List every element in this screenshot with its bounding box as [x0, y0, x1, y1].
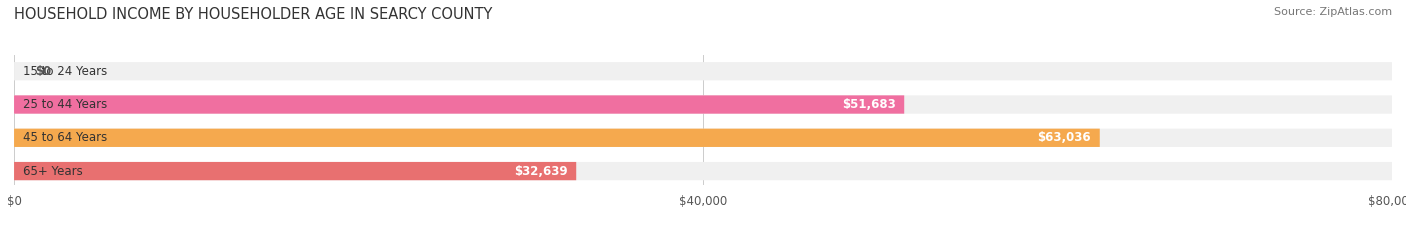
Text: $51,683: $51,683 — [842, 98, 896, 111]
Text: 45 to 64 Years: 45 to 64 Years — [22, 131, 107, 144]
FancyBboxPatch shape — [14, 95, 904, 114]
FancyBboxPatch shape — [14, 62, 1392, 80]
Text: $0: $0 — [35, 65, 51, 78]
Text: 65+ Years: 65+ Years — [22, 164, 83, 178]
Text: Source: ZipAtlas.com: Source: ZipAtlas.com — [1274, 7, 1392, 17]
FancyBboxPatch shape — [14, 129, 1392, 147]
Text: $32,639: $32,639 — [515, 164, 568, 178]
FancyBboxPatch shape — [14, 162, 576, 180]
Text: HOUSEHOLD INCOME BY HOUSEHOLDER AGE IN SEARCY COUNTY: HOUSEHOLD INCOME BY HOUSEHOLDER AGE IN S… — [14, 7, 492, 22]
Text: 15 to 24 Years: 15 to 24 Years — [22, 65, 107, 78]
Text: 25 to 44 Years: 25 to 44 Years — [22, 98, 107, 111]
Text: $63,036: $63,036 — [1038, 131, 1091, 144]
FancyBboxPatch shape — [14, 95, 1392, 114]
FancyBboxPatch shape — [14, 162, 1392, 180]
FancyBboxPatch shape — [14, 129, 1099, 147]
